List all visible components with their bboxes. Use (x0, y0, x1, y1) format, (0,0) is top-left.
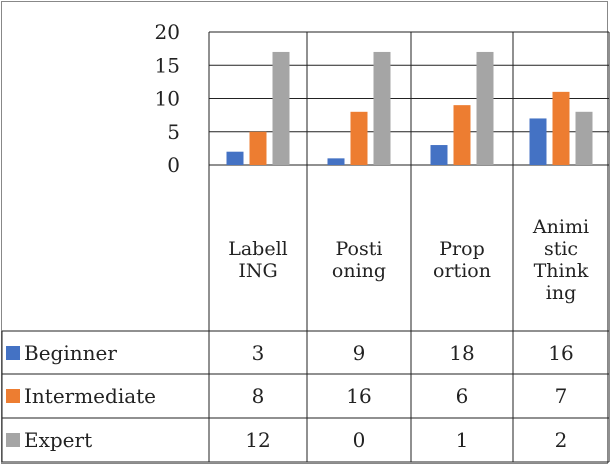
legend-swatch (6, 389, 20, 403)
bar-beginner-3 (529, 118, 547, 165)
table-value: 7 (554, 384, 568, 408)
bar-expert-3 (575, 111, 593, 165)
table-value: 1 (455, 428, 469, 452)
bar-expert-2 (476, 51, 494, 166)
legend-label: Expert (24, 428, 93, 452)
category-label: Posti oning (331, 238, 387, 282)
legend-swatch (6, 345, 20, 360)
y-tick-label-10: 10 (155, 87, 180, 111)
y-tick-label-20: 20 (155, 20, 180, 44)
y-tick-label-5: 5 (167, 120, 180, 144)
table-value: 18 (449, 340, 475, 365)
bar-expert-1 (373, 51, 391, 166)
bar-intermediate-3 (552, 91, 570, 165)
bar-intermediate-1 (350, 111, 368, 165)
y-tick-label-0: 0 (167, 153, 180, 177)
legend-swatch (6, 433, 20, 447)
category-label: Animi stic Think ing (532, 216, 590, 304)
bar-expert-0 (272, 51, 290, 166)
bar-beginner-1 (327, 158, 345, 165)
table-value: 16 (548, 340, 574, 365)
legend-entry-expert: Expert (6, 418, 92, 462)
category-label: Prop ortion (433, 238, 491, 282)
table-value: 2 (554, 428, 568, 452)
legend-entry-beginner: Beginner (6, 331, 117, 374)
y-tick-label-15: 15 (155, 53, 180, 77)
bar-beginner-2 (430, 145, 448, 165)
legend-label: Beginner (24, 340, 117, 365)
table-value: 16 (346, 384, 372, 408)
bar-intermediate-0 (249, 131, 267, 165)
category-label: Labell ING (228, 238, 288, 282)
table-value: 9 (352, 340, 366, 365)
bar-intermediate-2 (453, 105, 471, 165)
table-value: 6 (455, 384, 469, 408)
legend-label: Intermediate (24, 384, 157, 408)
table-value: 12 (245, 428, 271, 452)
table-value: 3 (251, 340, 265, 365)
bar-beginner-0 (226, 151, 244, 165)
legend-entry-intermediate: Intermediate (6, 374, 156, 418)
table-value: 0 (352, 428, 366, 452)
chart-frame (1, 1, 608, 464)
table-value: 8 (251, 384, 265, 408)
